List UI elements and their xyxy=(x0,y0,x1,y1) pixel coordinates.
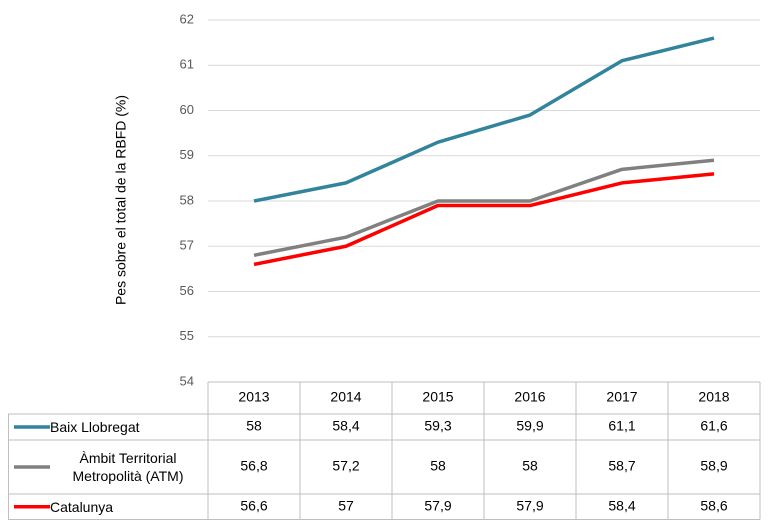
y-tick-label: 54 xyxy=(180,373,194,388)
x-tick-label: 2013 xyxy=(238,389,269,405)
table-value: 56,8 xyxy=(240,458,267,474)
table-value: 61,1 xyxy=(608,418,635,434)
x-tick-label: 2017 xyxy=(606,389,637,405)
table-value: 57,2 xyxy=(332,458,359,474)
y-tick-label: 62 xyxy=(180,11,194,26)
table-value: 57 xyxy=(338,497,354,513)
table-value: 58,4 xyxy=(608,497,635,513)
table-value: 58,9 xyxy=(700,458,727,474)
series-line xyxy=(253,36,715,203)
legend-label-box: Àmbit Territorial Metropolità (ATM) xyxy=(72,450,184,484)
y-tick-label: 55 xyxy=(180,328,194,343)
table-value: 58 xyxy=(246,418,262,434)
legend-label: Baix Llobregat xyxy=(50,419,140,435)
table-value: 57,9 xyxy=(516,497,543,513)
table-value: 58,6 xyxy=(700,497,727,513)
y-tick-label: 57 xyxy=(180,238,194,253)
legend-label-box: Catalunya xyxy=(50,498,114,515)
table-value: 59,3 xyxy=(424,418,451,434)
x-tick-label: 2014 xyxy=(330,389,361,405)
y-tick-label: 60 xyxy=(180,102,194,117)
table-value: 59,9 xyxy=(516,418,543,434)
y-axis-label: Pes sobre el total de la RBFD (%) xyxy=(113,95,129,305)
y-tick-label: 59 xyxy=(180,147,194,162)
y-tick-label: 58 xyxy=(180,192,194,207)
legend-label: Catalunya xyxy=(50,498,114,515)
series-line xyxy=(253,158,715,258)
table-value: 61,6 xyxy=(700,418,727,434)
table-value: 57,9 xyxy=(424,497,451,513)
series-line xyxy=(253,172,715,267)
table-value: 58,7 xyxy=(608,458,635,474)
x-tick-label: 2018 xyxy=(698,389,729,405)
table-value: 58 xyxy=(430,458,446,474)
x-tick-label: 2015 xyxy=(422,389,453,405)
table-value: 56,6 xyxy=(240,497,267,513)
x-tick-label: 2016 xyxy=(514,389,545,405)
legend-label-box: Baix Llobregat xyxy=(50,419,140,435)
y-tick-label: 56 xyxy=(180,283,194,298)
legend-label: Àmbit Territorial Metropolità (ATM) xyxy=(72,450,184,484)
y-tick-label: 61 xyxy=(180,57,194,72)
table-value: 58,4 xyxy=(332,418,359,434)
table-value: 58 xyxy=(522,458,538,474)
